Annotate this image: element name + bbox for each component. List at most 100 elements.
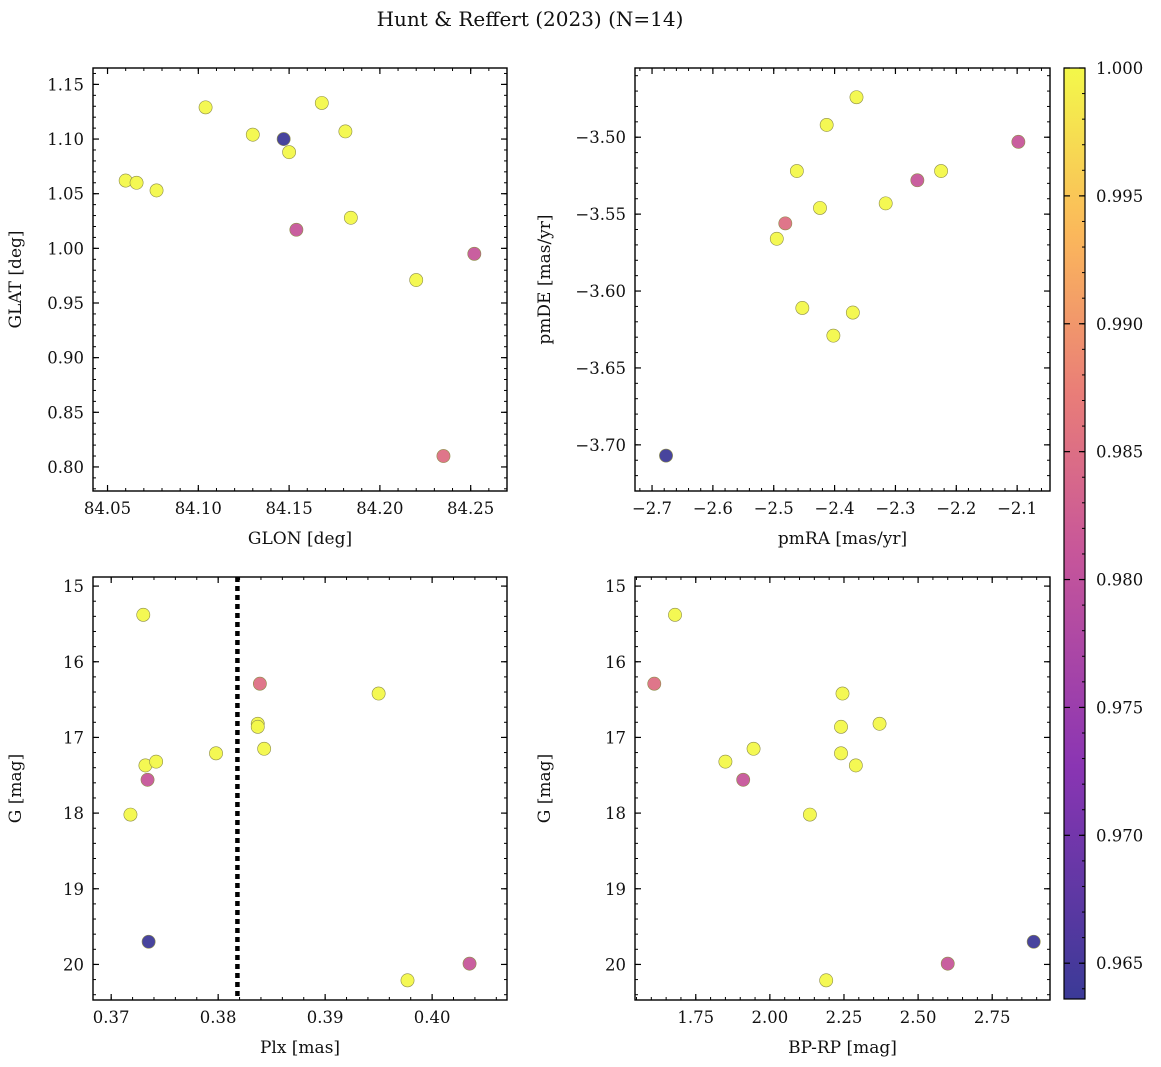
data-point <box>282 145 297 160</box>
data-point <box>400 973 415 988</box>
y-tick-label: 20 <box>63 955 84 974</box>
y-tick-label: 19 <box>63 880 84 899</box>
colorbar-gradient <box>1063 67 1086 1000</box>
x-tick-label: −2.5 <box>754 499 794 518</box>
colorbar-ticks: 0.965 0.970 0.975 0.980 0.985 0.990 0.995 1.000 <box>1064 59 1143 990</box>
data-point <box>209 746 223 761</box>
data-point <box>647 676 662 691</box>
colorbar: 0.965 0.970 0.975 0.980 0.985 0.990 0.995 1.000 <box>1063 59 1143 1000</box>
x-tick-label: 84.25 <box>447 499 494 518</box>
scatter-panels: 84.05 84.10 84.15 84.20 84.25 0.80 0.85 0.90 0.9… <box>6 67 1051 1058</box>
x-tick-label: −2.6 <box>693 499 733 518</box>
data-point <box>813 201 827 215</box>
data-point <box>123 807 138 822</box>
data-point <box>371 686 386 701</box>
data-point <box>940 956 955 971</box>
data-point <box>835 686 850 701</box>
scatter-panel-4: 1.75 2.00 2.25 2.50 2.75 15 16 17 18 19 20 BP-RP [m… <box>535 576 1051 1058</box>
x-tick-label: −2.1 <box>997 499 1037 518</box>
data-point <box>819 973 834 988</box>
plot-frame <box>634 67 1051 492</box>
data-point <box>462 956 477 971</box>
scatter-panel-1: 84.05 84.10 84.15 84.20 84.25 0.80 0.85 0.90 0.9… <box>6 67 508 549</box>
y-tick-label: 0.90 <box>47 349 84 368</box>
data-point <box>276 132 291 146</box>
colorbar-tick-label: 0.980 <box>1096 571 1143 590</box>
x-tick-label: −2.4 <box>815 499 855 518</box>
data-point <box>1011 134 1026 149</box>
data-point <box>910 173 925 188</box>
y-tick-label: −3.60 <box>575 282 626 301</box>
data-point <box>795 301 810 315</box>
data-point <box>872 716 887 731</box>
x-tick-label: 1.75 <box>677 1008 714 1027</box>
data-point <box>257 741 272 756</box>
colorbar-tick-label: 0.975 <box>1096 698 1143 717</box>
y-tick-label: 20 <box>605 955 626 974</box>
data-point <box>314 96 329 110</box>
data-point <box>848 758 863 773</box>
data-point <box>878 196 893 211</box>
data-point <box>149 754 164 769</box>
x-tick-label: 0.40 <box>414 1008 451 1027</box>
y-tick-label: 0.85 <box>47 403 84 422</box>
data-point <box>245 127 260 142</box>
data-point <box>736 772 751 787</box>
y-tick-label: 15 <box>605 577 626 596</box>
colorbar-tick-label: 0.990 <box>1096 315 1143 334</box>
data-point <box>129 175 144 190</box>
scatter-panel-2: −2.7 −2.6 −2.5 −2.4 −2.3 −2.2 −2.1 −3.70 −3.65 −3… <box>535 67 1051 549</box>
x-tick-label: 84.15 <box>265 499 312 518</box>
x-tick-label: 0.38 <box>200 1008 237 1027</box>
x-tick-label: 0.39 <box>307 1008 344 1027</box>
x-tick-label: 84.05 <box>84 499 131 518</box>
x-axis-label: Plx [mas] <box>260 1038 340 1058</box>
y-tick-label: 16 <box>605 653 626 672</box>
data-point <box>136 607 151 622</box>
y-axis-label: G [mag] <box>6 754 26 823</box>
y-tick-label: −3.55 <box>575 205 626 224</box>
y-axis-label: G [mag] <box>535 754 555 823</box>
y-tick-label: 16 <box>63 653 84 672</box>
data-point <box>198 100 213 115</box>
plot-frame <box>634 576 1051 1001</box>
data-point <box>668 607 682 622</box>
x-tick-label: 84.20 <box>356 499 403 518</box>
data-point <box>789 164 804 178</box>
data-point <box>826 328 841 343</box>
data-point <box>746 741 761 756</box>
plot-frame <box>92 576 508 1001</box>
data-point <box>467 246 482 261</box>
y-axis-label: pmDE [mas/yr] <box>535 214 555 344</box>
data-point <box>343 210 358 225</box>
x-tick-label: 2.50 <box>900 1008 937 1027</box>
y-tick-label: 17 <box>63 728 84 747</box>
data-point <box>934 164 948 178</box>
y-tick-label: 1.10 <box>47 130 84 149</box>
data-point <box>409 273 424 287</box>
colorbar-tick-label: 0.970 <box>1096 826 1143 845</box>
data-point <box>1026 934 1041 949</box>
y-axis-label: GLAT [deg] <box>6 230 26 328</box>
x-axis-label: pmRA [mas/yr] <box>778 529 907 549</box>
data-point <box>140 772 155 787</box>
data-point <box>819 118 834 132</box>
data-point <box>659 448 673 463</box>
data-point <box>149 183 164 198</box>
x-tick-label: 2.00 <box>752 1008 789 1027</box>
y-tick-label: −3.65 <box>575 359 626 378</box>
data-point <box>436 449 451 463</box>
data-point <box>802 807 817 822</box>
x-tick-label: 0.37 <box>93 1008 130 1027</box>
data-point <box>778 216 793 231</box>
x-axis-label: BP-RP [mag] <box>788 1038 897 1058</box>
y-tick-label: 0.95 <box>47 294 84 313</box>
colorbar-tick-label: 0.985 <box>1096 443 1143 462</box>
y-tick-label: 15 <box>63 577 84 596</box>
data-point <box>834 746 848 761</box>
y-tick-label: 17 <box>605 728 626 747</box>
plot-frame <box>92 67 508 492</box>
x-tick-label: 2.25 <box>826 1008 863 1027</box>
x-tick-label: 2.75 <box>974 1008 1011 1027</box>
